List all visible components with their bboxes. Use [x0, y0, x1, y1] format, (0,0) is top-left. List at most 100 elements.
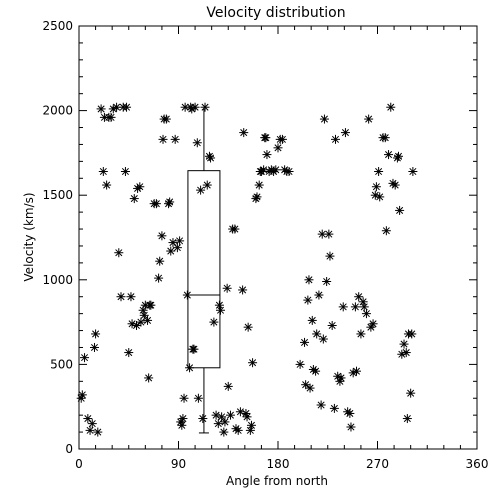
data-point [374, 167, 384, 177]
data-point [87, 419, 97, 429]
boxplot [187, 108, 221, 434]
data-point [351, 366, 361, 376]
data-point [338, 302, 348, 312]
data-point [408, 167, 418, 177]
data-point [346, 422, 356, 432]
data-point [139, 310, 149, 320]
data-point [336, 373, 346, 383]
data-point [120, 167, 130, 177]
data-point [179, 393, 189, 403]
data-point [239, 128, 249, 138]
data-point [185, 363, 195, 373]
data-point [175, 236, 185, 246]
data-point [217, 412, 227, 422]
data-point [364, 114, 374, 124]
data-point [330, 134, 340, 144]
data-point [193, 393, 203, 403]
data-point [361, 309, 371, 319]
data-point [116, 292, 126, 302]
data-point [114, 248, 124, 258]
data-point [345, 408, 355, 418]
data-point [230, 224, 240, 234]
data-point [189, 344, 199, 354]
data-point [324, 229, 334, 239]
plot-frame [78, 25, 478, 450]
data-point [91, 329, 101, 339]
data-point [80, 353, 90, 363]
axis-tick-labels: 0 90 180 270 360 0 500 1000 1500 2000 2500 [42, 19, 488, 471]
data-point [83, 414, 93, 424]
data-point [394, 151, 404, 161]
data-point [143, 315, 153, 325]
data-point [246, 420, 256, 430]
data-point [340, 128, 350, 138]
data-point [406, 388, 416, 398]
data-point [122, 102, 132, 112]
data-point [356, 329, 366, 339]
data-point [93, 427, 103, 437]
data-point [161, 114, 171, 124]
data-point [386, 102, 396, 112]
data-point [284, 167, 294, 177]
data-point [359, 302, 369, 312]
x-tick-label: 360 [466, 457, 489, 471]
data-point [158, 134, 168, 144]
y-tick-label: 500 [50, 357, 73, 371]
data-point [157, 231, 167, 241]
data-point [304, 275, 314, 285]
data-point [106, 112, 116, 122]
data-point [77, 390, 87, 400]
data-point [262, 150, 272, 160]
data-point [151, 199, 161, 209]
data-point [200, 102, 210, 112]
y-tick-label: 2000 [42, 104, 73, 118]
data-point [273, 143, 283, 153]
x-tick-label: 0 [75, 457, 83, 471]
data-point [219, 427, 229, 437]
y-tick-label: 1000 [42, 273, 73, 287]
data-point [248, 358, 258, 368]
data-point [303, 295, 313, 305]
data-point [225, 410, 235, 420]
data-point [407, 329, 417, 339]
data-point [209, 317, 219, 327]
data-point [126, 292, 136, 302]
data-point [375, 192, 385, 202]
axis-ticks [78, 25, 478, 450]
y-tick-label: 2500 [42, 19, 73, 33]
data-point [368, 319, 378, 329]
y-axis-label: Velocity (km/s) [22, 192, 36, 281]
data-point [305, 383, 315, 393]
data-point [399, 339, 409, 349]
data-point [182, 290, 192, 300]
data-point [390, 180, 400, 190]
x-tick-label: 180 [267, 457, 290, 471]
data-point [213, 419, 223, 429]
scatter-points [76, 102, 418, 437]
data-point [380, 133, 390, 143]
data-point [322, 276, 332, 286]
data-point [243, 322, 253, 332]
data-point [295, 359, 305, 369]
data-point [124, 348, 134, 358]
data-point [371, 182, 381, 192]
data-point [220, 417, 230, 427]
data-point [254, 180, 264, 190]
x-tick-label: 270 [366, 457, 389, 471]
data-point [180, 102, 190, 112]
data-point [252, 192, 262, 202]
data-point [381, 226, 391, 236]
data-point [165, 197, 175, 207]
data-point [102, 180, 112, 190]
data-point [314, 290, 324, 300]
data-point [172, 243, 182, 253]
data-point [206, 153, 216, 163]
y-tick-label: 1500 [42, 188, 73, 202]
x-tick-label: 90 [171, 457, 186, 471]
data-point [144, 373, 154, 383]
data-point [238, 285, 248, 295]
data-point [196, 185, 206, 195]
data-point [384, 150, 394, 160]
data-point [319, 114, 329, 124]
